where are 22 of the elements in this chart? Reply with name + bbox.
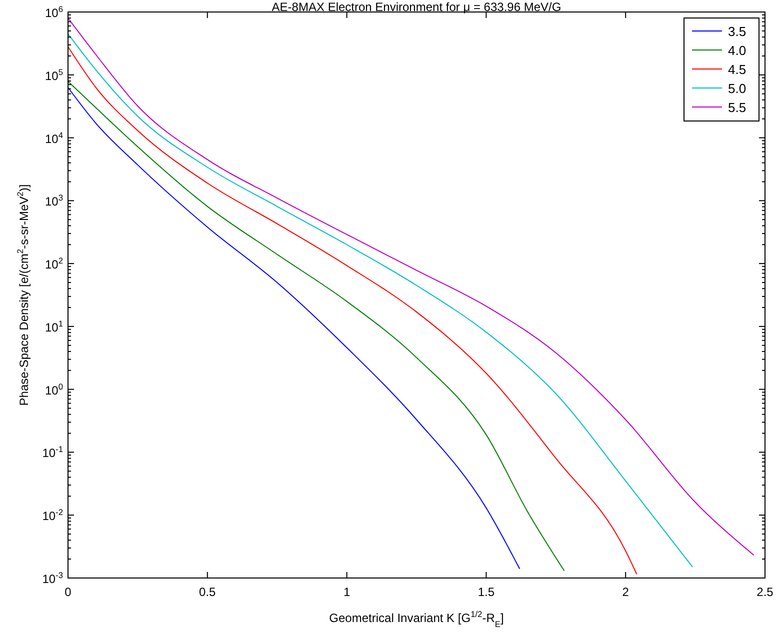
x-tick-label: 0 <box>64 585 72 599</box>
x-axis-title: Geometrical Invariant K [G$^{1/2}$-R$_{E}$] <box>329 609 504 629</box>
legend-label: 4.5 <box>728 62 746 77</box>
y-tick-label: 10$^{4}$ <box>44 130 64 146</box>
legend-label: 3.5 <box>728 24 746 39</box>
y-tick-label: 10$^{-1}$ <box>42 444 64 460</box>
y-tick-label: 10$^{3}$ <box>44 192 64 209</box>
x-tick-label: 1.5 <box>478 585 495 599</box>
y-tick-label: 10$^{-3}$ <box>42 570 64 586</box>
x-tick-label: 2 <box>622 585 630 599</box>
y-tick-label: 10$^{-2}$ <box>42 507 64 524</box>
x-tick-label: 2.5 <box>756 585 774 599</box>
y-tick-label: 10$^{0}$ <box>44 381 64 398</box>
y-tick-label: 10$^{2}$ <box>44 256 64 272</box>
x-tick-label: 0.5 <box>199 585 216 599</box>
legend-label: 4.0 <box>728 43 746 58</box>
y-tick-label: 10$^{6}$ <box>44 4 64 20</box>
y-tick-label: 10$^{1}$ <box>44 318 64 334</box>
y-tick-label: 10$^{5}$ <box>44 66 64 83</box>
legend-label: 5.5 <box>728 100 746 115</box>
legend-label: 5.0 <box>728 81 746 96</box>
x-tick-label: 1 <box>343 585 350 599</box>
